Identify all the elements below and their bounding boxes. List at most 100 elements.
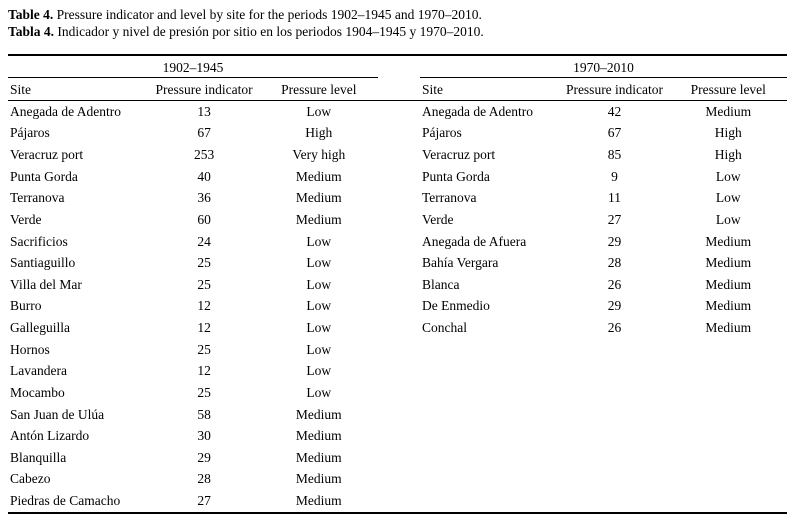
pressure-indicator-cell: 67 [607, 125, 622, 141]
period-group-right: 1970–2010 [420, 60, 787, 78]
pressure-level-cell: High [305, 125, 333, 141]
header-rule [8, 100, 787, 101]
table-body-1970-2010: Anegada de Adentro 42 Medium Pájaros 67 High V… [420, 101, 787, 512]
pressure-indicator-cell: 28 [197, 471, 211, 487]
column-header-pressure-level: Pressure level [690, 82, 766, 97]
site-cell: Blanca [422, 276, 460, 292]
table-row: Anegada de Afuera 29 Medium [420, 231, 787, 253]
site-cell: Lavandera [10, 363, 67, 379]
pressure-level-cell: Medium [295, 493, 342, 509]
pressure-indicator-cell: 25 [197, 341, 211, 357]
site-cell: Blanquilla [10, 449, 67, 465]
site-cell: Galleguilla [10, 320, 70, 336]
pressure-indicator-cell: 26 [607, 320, 622, 336]
pressure-level-cell: Medium [295, 406, 342, 422]
pressure-indicator-cell: 29 [607, 233, 622, 249]
site-cell: Cabezo [10, 471, 51, 487]
pressure-indicator-cell: 9 [611, 168, 618, 184]
caption-english-label: Table 4. [8, 7, 54, 22]
bottom-rule [8, 512, 787, 514]
pressure-level-cell: Medium [705, 320, 752, 336]
site-cell: Burro [10, 298, 42, 314]
site-cell: Hornos [10, 341, 50, 357]
column-header-pressure-indicator: Pressure indicator [155, 82, 253, 97]
pressure-indicator-cell: 26 [607, 276, 622, 292]
table-row: Anegada de Adentro 42 Medium [420, 101, 787, 123]
pressure-indicator-cell: 85 [607, 147, 622, 163]
column-gap [378, 101, 420, 512]
table-row: Cabezo 28 Medium [8, 469, 378, 491]
pressure-indicator-cell: 29 [607, 298, 622, 314]
table-row: Veracruz port 253 Very high [8, 144, 378, 166]
caption-english: Table 4. Pressure indicator and level by… [8, 7, 787, 24]
column-gap [378, 81, 420, 99]
table-row: Verde 27 Low [420, 209, 787, 231]
pressure-level-cell: Medium [705, 233, 752, 249]
pressure-indicator-cell: 12 [197, 363, 211, 379]
period-label-1902-1945: 1902–1945 [8, 60, 378, 78]
pressure-indicator-cell: 28 [607, 255, 622, 271]
site-cell: Anegada de Afuera [422, 233, 527, 249]
pressure-indicator-cell: 67 [197, 125, 211, 141]
table-row: Punta Gorda 9 Low [420, 166, 787, 188]
pressure-indicator-cell: 58 [197, 406, 211, 422]
column-headers-left: Site Pressure indicator Pressure level [8, 81, 378, 99]
pressure-level-cell: Medium [295, 449, 342, 465]
pressure-indicator-cell: 25 [197, 384, 211, 400]
site-cell: Mocambo [10, 384, 65, 400]
site-cell: Punta Gorda [422, 168, 490, 184]
table-row: Terranova 36 Medium [8, 188, 378, 210]
pressure-indicator-cell: 27 [607, 211, 622, 227]
period-label-1970-2010: 1970–2010 [420, 60, 787, 78]
pressure-level-cell: Low [306, 276, 332, 292]
table-row: Punta Gorda 40 Medium [8, 166, 378, 188]
pressure-level-cell: Low [306, 103, 332, 119]
pressure-level-cell: Medium [705, 255, 752, 271]
pressure-level-cell: Low [306, 233, 332, 249]
pressure-level-cell: Low [306, 298, 332, 314]
caption-spanish-text: Indicador y nivel de presión por sitio e… [54, 23, 484, 39]
pressure-indicator-cell: 36 [197, 190, 211, 206]
site-cell: Terranova [10, 190, 65, 206]
pressure-indicator-cell: 25 [197, 255, 211, 271]
column-header-row: Site Pressure indicator Pressure level S… [8, 81, 787, 99]
table-row: Mocambo 25 Low [8, 382, 378, 404]
table-row: Veracruz port 85 High [420, 144, 787, 166]
column-header-site: Site [10, 82, 32, 97]
period-group-left: 1902–1945 [8, 60, 378, 78]
site-cell: Veracruz port [10, 147, 84, 163]
top-rule [8, 54, 787, 56]
table-row: Blanquilla 29 Medium [8, 447, 378, 469]
pressure-level-cell: Medium [705, 103, 752, 119]
pressure-indicator-cell: 11 [608, 190, 621, 206]
site-cell: Anegada de Adentro [10, 103, 121, 119]
pressure-level-cell: Low [306, 320, 332, 336]
pressure-level-cell: Medium [295, 428, 342, 444]
pressure-indicator-cell: 29 [197, 449, 211, 465]
site-cell: Sacrificios [10, 233, 68, 249]
site-cell: De Enmedio [422, 298, 490, 314]
pressure-indicator-cell: 60 [197, 211, 211, 227]
table-row: Piedras de Camacho 27 Medium [8, 490, 378, 512]
site-cell: Conchal [422, 320, 467, 336]
table-row: Galleguilla 12 Low [8, 317, 378, 339]
pressure-level-cell: Low [306, 384, 332, 400]
table-row: Pájaros 67 High [420, 123, 787, 145]
pressure-indicator-cell: 40 [197, 168, 211, 184]
site-cell: Terranova [422, 190, 477, 206]
pressure-level-cell: Medium [295, 211, 342, 227]
pressure-level-cell: Medium [295, 471, 342, 487]
table-row: Santiaguillo 25 Low [8, 252, 378, 274]
table-row: Bahía Vergara 28 Medium [420, 252, 787, 274]
pressure-level-cell: Medium [705, 298, 752, 314]
site-cell: Bahía Vergara [422, 255, 499, 271]
pressure-level-cell: Low [306, 341, 332, 357]
pressure-level-cell: Medium [295, 168, 342, 184]
pressure-level-cell: High [714, 147, 742, 163]
site-cell: Santiaguillo [10, 255, 76, 271]
pressure-level-cell: Low [715, 190, 741, 206]
pressure-indicator-cell: 42 [607, 103, 622, 119]
column-gap [378, 60, 420, 78]
table-row: Villa del Mar 25 Low [8, 274, 378, 296]
